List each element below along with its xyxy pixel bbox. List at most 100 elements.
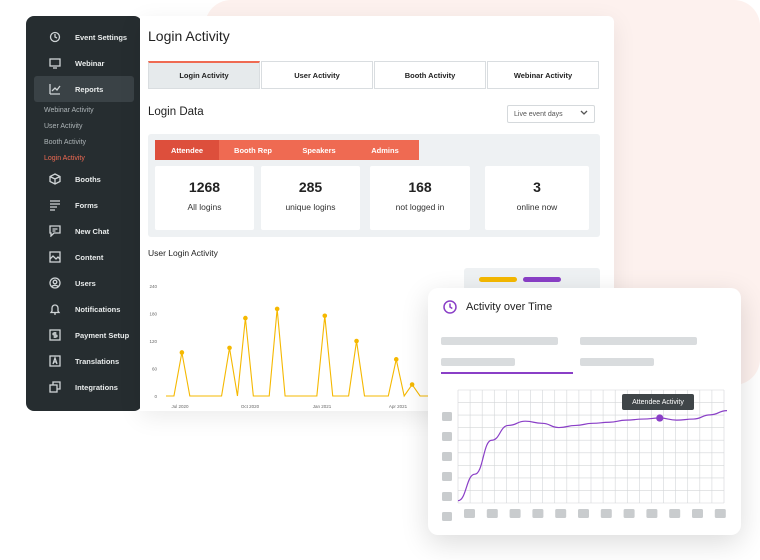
chat-icon — [49, 225, 61, 237]
y-axis-placeholder — [442, 512, 452, 521]
sidebar-subitem-webinar-activity[interactable]: Webinar Activity — [44, 106, 94, 114]
sidebar-item-forms[interactable]: Forms — [34, 192, 134, 218]
stat-card-online-now: 3 online now — [485, 166, 589, 230]
user-login-activity-chart: 240 180 120 60 0 Jul 2020 Oct 2020 Jan 2021 Apr … — [149, 284, 428, 409]
sidebar-item-users[interactable]: Users — [34, 270, 134, 296]
integrations-icon — [49, 381, 61, 393]
sidebar-item-reports[interactable]: Reports — [34, 76, 134, 102]
data-point — [274, 306, 280, 312]
sidebar-item-label: Integrations — [75, 382, 118, 392]
sidebar-item-label: Event Settings — [75, 32, 128, 42]
attendee-activity-tooltip: Attendee Activity — [622, 394, 694, 410]
stats-panel: Attendee Booth Rep Speakers Admins 1268 … — [148, 134, 600, 237]
sidebar-subitem-booth-activity[interactable]: Booth Activity — [44, 138, 87, 146]
activity-over-time-chart — [442, 389, 728, 521]
chevron-down-icon — [580, 110, 588, 118]
content-icon — [49, 251, 61, 263]
x-axis-placeholder — [464, 509, 475, 518]
sidebar-item-label: Webinar — [75, 58, 105, 68]
tab-webinar-activity[interactable]: Webinar Activity — [487, 61, 599, 89]
payment-icon — [49, 329, 61, 341]
sidebar-item-label: Notifications — [75, 304, 121, 314]
data-point — [354, 338, 359, 344]
stat-value: 1268 — [188, 179, 221, 195]
clock-icon — [443, 300, 457, 314]
webinar-icon — [49, 57, 61, 69]
y-tick-label: 240 — [149, 284, 157, 289]
y-tick-label: 0 — [154, 394, 157, 399]
activity-title: Activity over Time — [466, 301, 553, 313]
x-tick-label: Jul 2020 — [171, 404, 189, 409]
y-tick-label: 120 — [149, 339, 157, 344]
active-tab-underline — [441, 372, 573, 374]
report-tabs: Login Activity User Activity Booth Activ… — [148, 61, 600, 89]
sidebar-item-new-chat[interactable]: New Chat — [34, 218, 134, 244]
x-tick-label: Apr 2021 — [389, 404, 408, 409]
sidebar-item-notifications[interactable]: Notifications — [34, 296, 134, 322]
series-line — [166, 308, 428, 398]
role-tab-booth-rep[interactable]: Booth Rep — [219, 140, 287, 160]
legend-swatch-purple — [523, 277, 561, 282]
y-axis-placeholder — [442, 432, 452, 441]
sidebar-item-label: Translations — [75, 356, 120, 366]
event-settings-icon — [49, 31, 61, 43]
x-axis-placeholder — [623, 509, 635, 518]
y-tick-label: 180 — [149, 312, 157, 317]
sidebar: Event Settings Webinar Reports Webinar A… — [26, 16, 142, 411]
booths-icon — [49, 173, 61, 185]
sidebar-item-payment-setup[interactable]: Payment Setup — [34, 322, 134, 348]
sidebar-subitem-login-activity[interactable]: Login Activity — [44, 154, 85, 162]
stat-card-not-logged-in: 168 not logged in — [370, 166, 470, 230]
stat-value: 3 — [533, 179, 541, 195]
tab-user-activity[interactable]: User Activity — [261, 61, 373, 89]
y-axis-placeholder — [442, 492, 452, 501]
sidebar-item-label: Users — [75, 278, 96, 288]
stat-label: not logged in — [395, 202, 445, 212]
stat-label: All logins — [187, 202, 222, 212]
bell-icon — [49, 303, 61, 315]
role-tabs: Attendee Booth Rep Speakers Admins — [155, 140, 419, 160]
x-axis-placeholder — [600, 509, 612, 518]
x-axis-placeholder — [509, 509, 521, 518]
sidebar-item-translations[interactable]: Translations — [34, 348, 134, 374]
sidebar-item-webinar[interactable]: Webinar — [34, 50, 134, 76]
stat-value: 285 — [298, 179, 323, 195]
x-axis-placeholder — [669, 509, 681, 518]
x-tick-label: Oct 2020 — [241, 404, 260, 409]
stat-label: online now — [516, 202, 558, 212]
data-point — [179, 350, 185, 355]
x-axis-placeholder — [714, 509, 726, 518]
stat-label: unique logins — [285, 202, 336, 212]
sidebar-item-integrations[interactable]: Integrations — [34, 374, 134, 400]
highlighted-data-point — [656, 414, 664, 422]
tab-booth-activity[interactable]: Booth Activity — [374, 61, 486, 89]
role-tab-speakers[interactable]: Speakers — [287, 140, 351, 160]
users-icon — [49, 277, 61, 289]
sidebar-item-label: Reports — [75, 84, 104, 94]
x-axis-placeholder — [578, 509, 589, 518]
sidebar-item-booths[interactable]: Booths — [34, 166, 134, 192]
y-tick-label: 60 — [152, 367, 158, 372]
role-tab-attendee[interactable]: Attendee — [155, 140, 219, 160]
y-axis-placeholder — [442, 452, 452, 461]
sidebar-item-label: Content — [75, 252, 104, 262]
data-point — [322, 313, 328, 319]
sidebar-item-label: Forms — [75, 200, 98, 210]
role-tab-admins[interactable]: Admins — [351, 140, 419, 160]
x-axis-placeholder — [555, 509, 567, 518]
legend-swatch-yellow — [479, 277, 517, 282]
sidebar-item-event-settings[interactable]: Event Settings — [34, 24, 134, 50]
sidebar-item-content[interactable]: Content — [34, 244, 134, 270]
translations-icon — [49, 355, 61, 367]
tab-login-activity[interactable]: Login Activity — [148, 61, 260, 89]
event-days-dropdown[interactable]: Live event days — [507, 105, 595, 123]
data-point — [393, 357, 399, 362]
stat-card-all-logins: 1268 All logins — [155, 166, 254, 230]
x-axis-placeholder — [532, 509, 544, 518]
placeholder-bar — [580, 337, 697, 345]
sidebar-subitem-user-activity[interactable]: User Activity — [44, 122, 83, 130]
sidebar-item-label: Booths — [75, 174, 101, 184]
sidebar-item-label: New Chat — [75, 226, 110, 236]
data-point — [243, 315, 248, 321]
stat-value: 168 — [408, 179, 432, 195]
